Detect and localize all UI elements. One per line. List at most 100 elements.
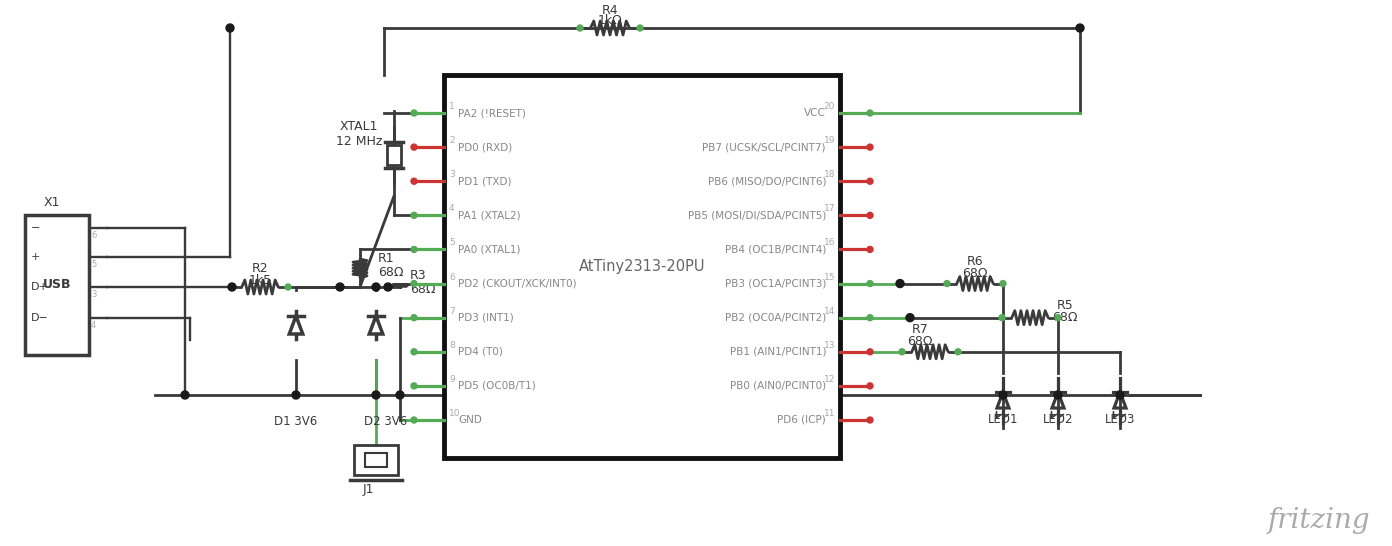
Text: fritzing: fritzing (1267, 507, 1370, 533)
Text: PD5 (OC0B/T1): PD5 (OC0B/T1) (458, 381, 536, 391)
Text: GND: GND (458, 415, 482, 425)
Bar (444, 75, 839, 458)
Text: 15: 15 (824, 272, 835, 282)
Text: 68Ω: 68Ω (962, 267, 988, 280)
Circle shape (867, 314, 873, 321)
Circle shape (292, 391, 301, 399)
Circle shape (285, 284, 291, 290)
Text: +: + (31, 252, 40, 262)
Text: 12: 12 (824, 375, 835, 384)
Text: 3: 3 (90, 290, 96, 299)
Circle shape (955, 349, 960, 355)
Circle shape (411, 246, 418, 252)
Circle shape (226, 24, 234, 32)
Text: VCC: VCC (805, 108, 825, 118)
Text: USB: USB (43, 278, 71, 292)
Circle shape (867, 349, 873, 355)
Circle shape (411, 417, 418, 423)
Circle shape (372, 391, 380, 399)
Text: PD6 (ICP): PD6 (ICP) (777, 415, 825, 425)
Circle shape (228, 283, 237, 291)
Text: 6: 6 (90, 231, 96, 240)
Circle shape (944, 281, 949, 287)
Text: 19: 19 (824, 136, 835, 145)
Text: R3: R3 (411, 269, 426, 282)
Text: R4: R4 (601, 3, 618, 16)
Text: PA0 (XTAL1): PA0 (XTAL1) (458, 245, 521, 254)
Circle shape (867, 281, 873, 287)
Text: 8: 8 (450, 341, 455, 350)
Circle shape (411, 178, 418, 184)
Text: R7: R7 (912, 323, 928, 336)
Circle shape (638, 25, 643, 31)
Text: PD4 (T0): PD4 (T0) (458, 347, 503, 357)
Text: 5: 5 (450, 239, 455, 247)
Text: 12 MHz: 12 MHz (335, 135, 383, 148)
Text: D+: D+ (31, 282, 49, 292)
Text: X1: X1 (43, 195, 60, 209)
Text: PD1 (TXD): PD1 (TXD) (458, 176, 511, 186)
Bar (365, 453, 387, 467)
Bar (25, 215, 89, 355)
Circle shape (384, 283, 393, 291)
Circle shape (867, 417, 873, 423)
Text: PB5 (MOSI/DI/SDA/PCINT5): PB5 (MOSI/DI/SDA/PCINT5) (688, 210, 825, 221)
Circle shape (899, 349, 905, 355)
Text: PD3 (INT1): PD3 (INT1) (458, 313, 514, 323)
Text: 68Ω: 68Ω (908, 335, 933, 348)
Text: 1k5: 1k5 (248, 274, 271, 287)
Circle shape (411, 110, 418, 116)
Circle shape (1055, 314, 1061, 321)
Circle shape (230, 284, 235, 290)
Circle shape (578, 25, 583, 31)
Text: 68Ω: 68Ω (1052, 311, 1077, 324)
Circle shape (906, 313, 915, 322)
Circle shape (896, 280, 903, 288)
Text: J1: J1 (362, 484, 373, 496)
Text: D−: D− (31, 313, 49, 323)
Circle shape (411, 349, 418, 355)
Text: R2: R2 (252, 263, 269, 276)
Text: D1 3V6: D1 3V6 (274, 415, 317, 428)
Text: 16: 16 (824, 239, 835, 247)
Text: 5: 5 (90, 260, 96, 269)
Circle shape (1116, 391, 1123, 399)
Circle shape (335, 283, 344, 291)
Circle shape (999, 281, 1006, 287)
Circle shape (867, 246, 873, 252)
Circle shape (1054, 391, 1062, 399)
Text: 68Ω: 68Ω (411, 283, 436, 296)
Circle shape (867, 178, 873, 184)
Circle shape (411, 144, 418, 150)
Text: PB1 (AIN1/PCINT1): PB1 (AIN1/PCINT1) (729, 347, 825, 357)
Circle shape (999, 314, 1005, 321)
Text: 3: 3 (450, 170, 455, 179)
Circle shape (867, 144, 873, 150)
Circle shape (411, 314, 418, 321)
Circle shape (999, 391, 1006, 399)
Text: PB4 (OC1B/PCINT4): PB4 (OC1B/PCINT4) (725, 245, 825, 254)
Text: 10: 10 (450, 409, 461, 418)
Text: AtTiny2313-20PU: AtTiny2313-20PU (579, 259, 706, 274)
Text: PB3 (OC1A/PCINT3): PB3 (OC1A/PCINT3) (725, 278, 825, 288)
Text: 9: 9 (450, 375, 455, 384)
Bar (387, 145, 401, 165)
Text: PD0 (RXD): PD0 (RXD) (458, 142, 512, 152)
Text: 11: 11 (824, 409, 835, 418)
Text: 6: 6 (450, 272, 455, 282)
Text: PB6 (MISO/DO/PCINT6): PB6 (MISO/DO/PCINT6) (707, 176, 825, 186)
Text: 13: 13 (824, 341, 835, 350)
Text: 2: 2 (450, 136, 455, 145)
Circle shape (411, 281, 418, 287)
Text: PD2 (CKOUT/XCK/INT0): PD2 (CKOUT/XCK/INT0) (458, 278, 576, 288)
Text: 7: 7 (450, 307, 455, 316)
Text: 4: 4 (90, 321, 96, 330)
Circle shape (1076, 24, 1084, 32)
Text: R5: R5 (1057, 299, 1073, 312)
Circle shape (181, 391, 189, 399)
Circle shape (867, 383, 873, 389)
Circle shape (411, 383, 418, 389)
Text: PA1 (XTAL2): PA1 (XTAL2) (458, 210, 521, 221)
Circle shape (395, 391, 404, 399)
Text: R6: R6 (966, 255, 983, 268)
